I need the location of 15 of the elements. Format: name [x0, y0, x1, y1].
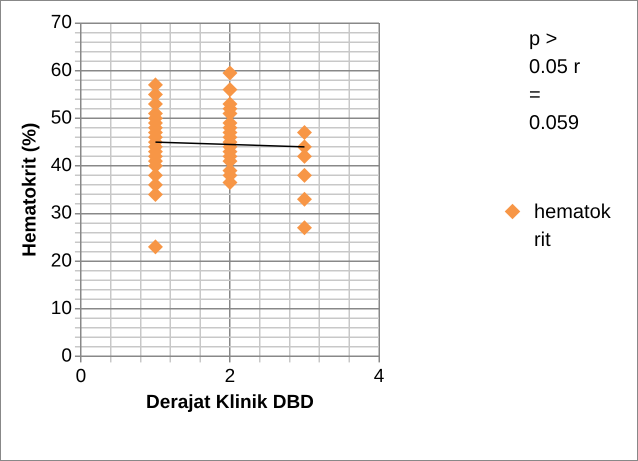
y-tick-label: 0	[61, 346, 72, 367]
y-tick-label: 20	[50, 250, 72, 272]
text: p > 0.05 r = 0.059	[529, 27, 582, 136]
y-tick-label: 70	[50, 12, 72, 34]
x-tick-label: 0	[76, 366, 86, 388]
y-tick-label: 30	[50, 202, 72, 224]
y-axis-title: Hematokrit (%)	[20, 122, 41, 257]
y-tick-label: 60	[50, 60, 72, 81]
y-tick-label: 50	[50, 107, 72, 128]
y-tick-label: 10	[50, 298, 72, 320]
x-tick-label: 2	[224, 366, 236, 388]
x-axis-title: Derajat Klinik DBD	[146, 392, 314, 413]
x-tick-label: 4	[374, 366, 385, 388]
y-tick-label: 40	[50, 155, 72, 176]
legend-label: hematokrit	[534, 200, 612, 253]
